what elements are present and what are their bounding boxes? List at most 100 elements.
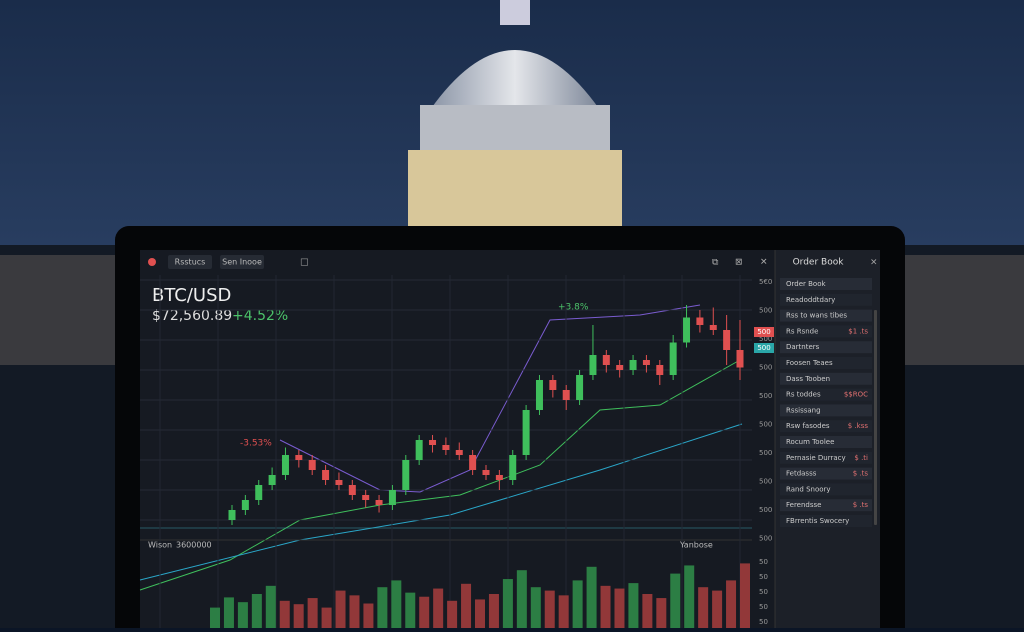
order-label[interactable]: Rand Snoory — [786, 485, 831, 493]
order-row[interactable] — [780, 325, 872, 338]
symbol: BTC/USD — [152, 285, 231, 306]
order-row[interactable] — [780, 341, 872, 354]
order-label[interactable]: Rs Rsnde — [786, 327, 818, 335]
candle-body — [562, 390, 570, 400]
order-row[interactable] — [780, 451, 872, 464]
order-row[interactable] — [780, 372, 872, 385]
price-tag-label: 500 — [757, 344, 770, 352]
candle-body — [335, 480, 343, 485]
close-icon[interactable]: ✕ — [760, 258, 768, 268]
price-axis-label: 500 — [759, 364, 772, 372]
volume-bar — [530, 587, 541, 628]
candle-body — [535, 380, 543, 410]
volume-bar — [558, 595, 569, 628]
order-row[interactable] — [780, 404, 872, 417]
price: $72,560.89 — [152, 308, 232, 324]
close-icon[interactable]: × — [870, 258, 878, 268]
candle-body — [656, 365, 664, 375]
price-axis-label: 5€0 — [759, 278, 772, 286]
volume-bar — [614, 588, 625, 628]
order-label[interactable]: Dass Tooben — [786, 375, 830, 383]
candle-body — [388, 490, 396, 505]
tab-label[interactable]: Rsstucs — [175, 258, 206, 267]
order-label[interactable]: Rss to wans tibes — [786, 312, 847, 320]
candle-body — [241, 500, 249, 510]
order-row[interactable] — [780, 515, 872, 527]
order-label[interactable]: Rocum Toolee — [786, 438, 834, 446]
volume-bar — [321, 607, 332, 628]
screen — [140, 250, 880, 630]
volume-bar — [419, 596, 430, 628]
volume-bar — [740, 563, 750, 628]
order-label[interactable]: Ferendsse — [786, 501, 821, 509]
candle-body — [268, 475, 276, 485]
candle-body — [736, 350, 744, 368]
order-row[interactable] — [780, 436, 872, 448]
order-value: $ .ts — [853, 501, 869, 509]
candle-body — [509, 455, 517, 480]
order-label[interactable]: Rsw fasodes — [786, 422, 830, 430]
order-label[interactable]: Order Book — [786, 280, 826, 288]
candle-body — [362, 495, 370, 500]
order-value: $ .ts — [853, 470, 869, 478]
candle-body — [442, 445, 450, 450]
annotation: -3.53% — [240, 439, 272, 449]
volume-bar — [628, 583, 639, 628]
candle-body — [415, 440, 423, 460]
candle-body — [308, 460, 316, 470]
order-value: $ .kss — [848, 422, 869, 430]
volume-bar — [642, 594, 653, 628]
volume-bar — [279, 600, 290, 628]
candle-body — [616, 365, 624, 370]
change: +4.52% — [232, 308, 288, 324]
volume-bar — [516, 570, 527, 628]
order-row[interactable] — [780, 309, 872, 322]
price-axis-label: 500 — [759, 506, 772, 514]
volume-bar — [488, 594, 499, 628]
order-row[interactable] — [780, 499, 872, 512]
order-label[interactable]: FBrrentis Swocery — [786, 517, 849, 525]
candle-body — [375, 500, 383, 505]
volume-bar — [670, 573, 681, 628]
icon: ⊠ — [735, 258, 743, 268]
volume-bar — [502, 579, 513, 628]
order-row[interactable] — [780, 420, 872, 433]
price-tag-label: 500 — [757, 328, 770, 336]
order-label[interactable]: Rssissang — [786, 406, 821, 414]
volume-bar — [251, 594, 262, 628]
tab-label[interactable]: Sen Inooe — [222, 258, 262, 267]
order-label[interactable]: Readoddtdary — [786, 296, 835, 304]
order-row[interactable] — [780, 293, 872, 306]
order-label[interactable]: Fetdasss — [786, 470, 817, 478]
volume-bar — [447, 600, 458, 628]
volume-axis-label: 50 — [759, 618, 768, 626]
tab[interactable] — [220, 255, 264, 269]
volume-axis-label: 50 — [759, 588, 768, 596]
order-label[interactable]: Foosen Teaes — [786, 359, 833, 367]
order-row[interactable] — [780, 467, 872, 480]
volume-bar — [712, 590, 723, 628]
volume-axis-label: 50 — [759, 573, 768, 581]
order-row[interactable] — [780, 278, 872, 290]
order-row[interactable] — [780, 388, 872, 401]
candle-body — [348, 485, 356, 495]
volume-bar — [349, 595, 360, 628]
order-row[interactable] — [780, 357, 872, 369]
candle-body — [549, 380, 557, 390]
order-label[interactable]: Pernasie Durracy — [786, 454, 846, 462]
price-axis-label: 500 — [759, 335, 772, 343]
icon: ⧉ — [712, 258, 719, 268]
volume-bar — [307, 598, 318, 628]
volume-bar — [377, 587, 388, 628]
candle-body — [469, 455, 477, 470]
volume-label: 3600000 — [176, 541, 212, 550]
candle-body — [402, 460, 410, 490]
order-label[interactable]: Dartnters — [786, 343, 820, 351]
tab[interactable] — [168, 255, 212, 269]
order-label[interactable]: Rs toddes — [786, 391, 821, 399]
volume-bar — [600, 585, 611, 628]
scrollbar[interactable] — [874, 310, 877, 525]
order-row[interactable] — [780, 483, 872, 496]
moving-average — [279, 304, 701, 493]
